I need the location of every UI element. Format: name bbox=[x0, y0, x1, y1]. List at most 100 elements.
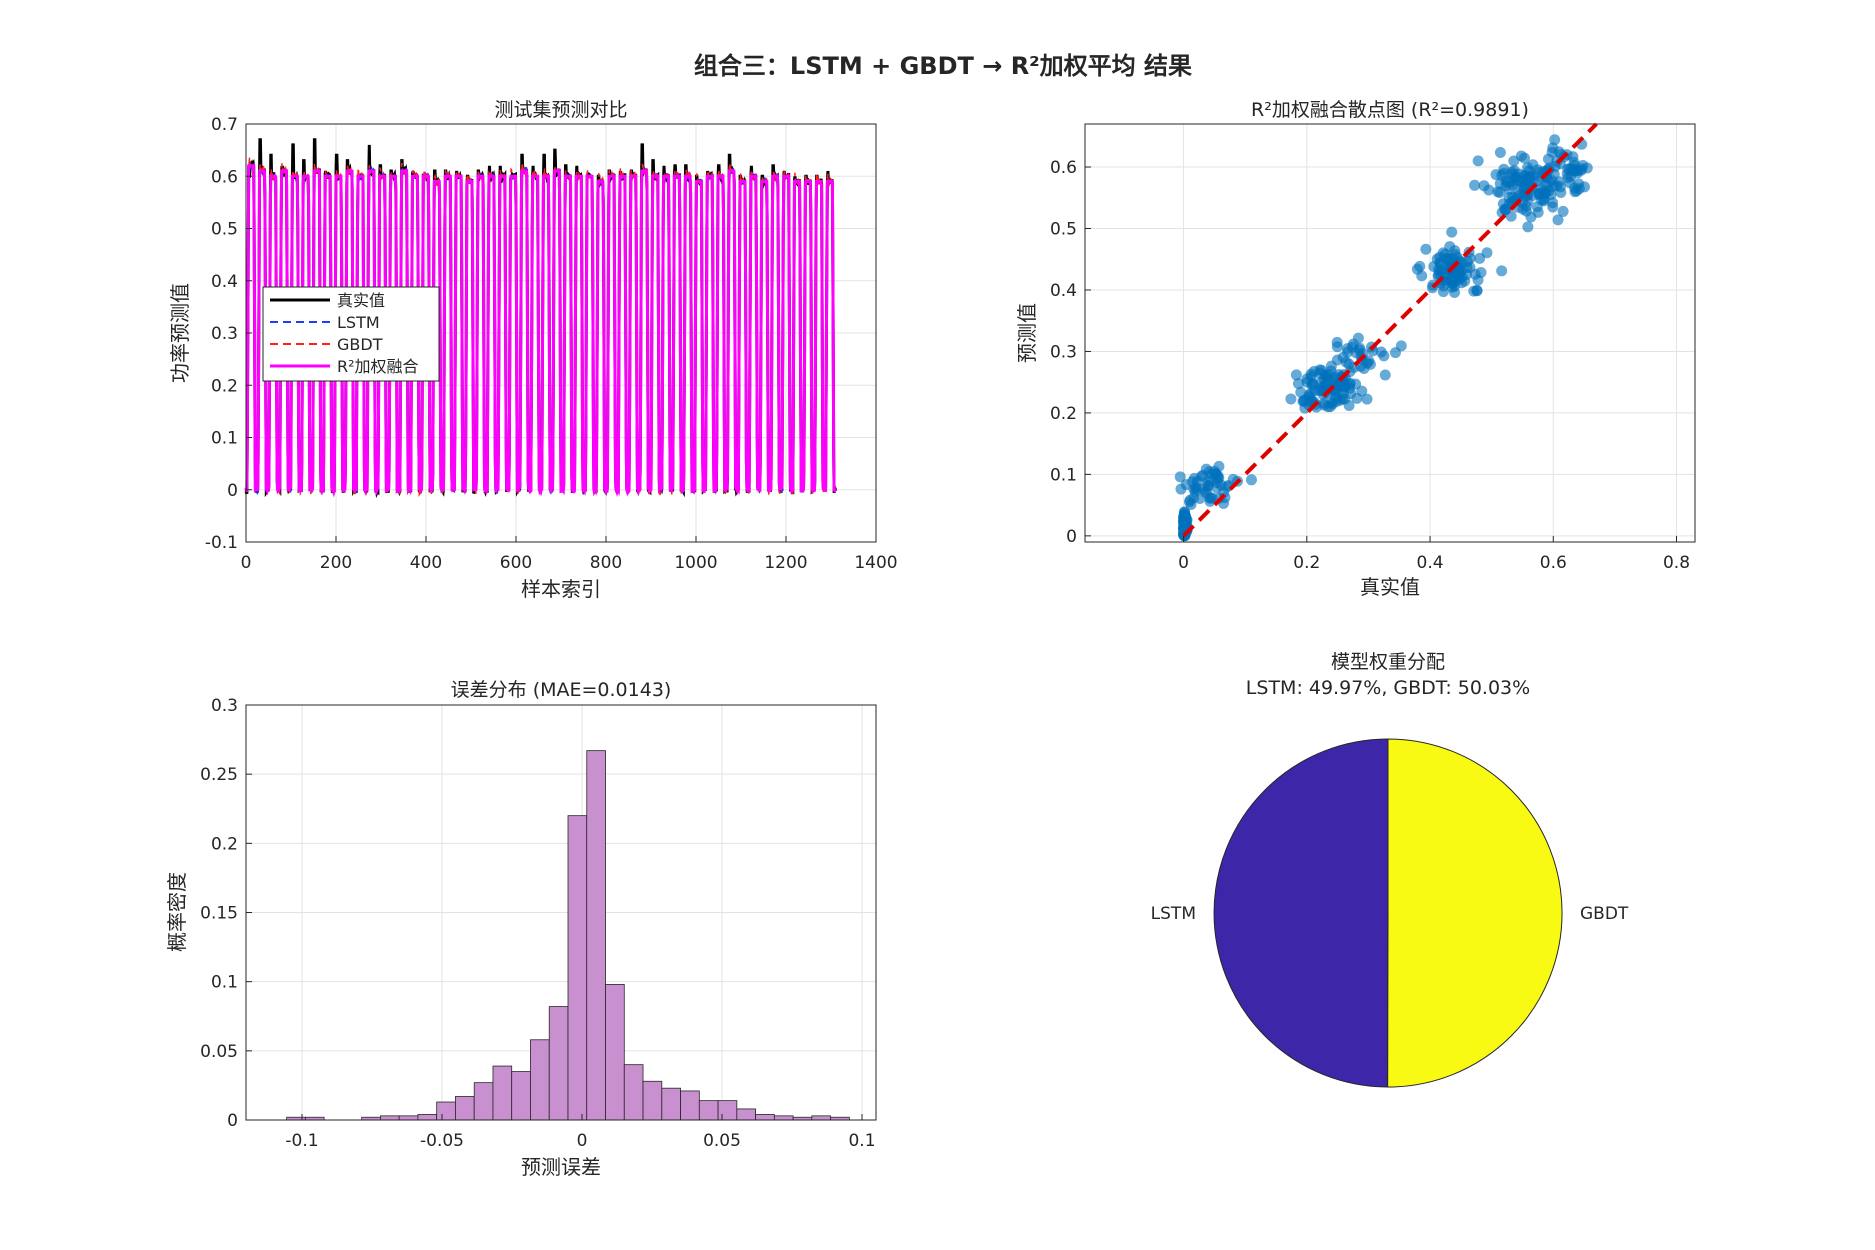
scatter-point bbox=[1533, 167, 1545, 179]
p3-xtick-label: 0.1 bbox=[848, 1131, 875, 1151]
histogram-bar bbox=[586, 750, 606, 1121]
scatter-point bbox=[1343, 378, 1355, 390]
scatter-point bbox=[1174, 471, 1186, 483]
histogram-bar bbox=[661, 1087, 681, 1121]
p1-ytick-label: 0.7 bbox=[211, 115, 238, 135]
p1-ytick-label: 0.5 bbox=[211, 220, 238, 240]
p1-ytick-label: 0.4 bbox=[211, 272, 238, 292]
scatter-point bbox=[1496, 265, 1508, 277]
p2-xtick-label: 0.4 bbox=[1417, 553, 1444, 573]
scatter-point bbox=[1306, 378, 1318, 390]
histogram-bar bbox=[698, 1100, 719, 1121]
p2-xtick-label: 0.6 bbox=[1540, 553, 1567, 573]
scatter-point bbox=[1297, 395, 1309, 407]
p1-xtick-label: 1000 bbox=[674, 553, 717, 573]
scatter-point bbox=[1446, 226, 1458, 238]
scatter-point bbox=[1531, 201, 1543, 213]
p3-xtick-label: 0.05 bbox=[703, 1131, 741, 1151]
histogram-bar bbox=[567, 815, 588, 1121]
p2-ytick-label: 0.6 bbox=[1050, 158, 1077, 178]
panel-fusion-scatter: 0 0.2 0.4 0.6 0.8 0 0.1 0.2 0.3 0.4 0.5 0.6 R²加权融合散… bbox=[1015, 99, 1696, 599]
p1-title: 测试集预测对比 bbox=[494, 99, 627, 121]
scatter-point bbox=[1345, 387, 1357, 399]
pie-slice-gbdt bbox=[1387, 738, 1563, 1088]
scatter-point bbox=[1378, 350, 1390, 362]
p3-ticks: -0.1 -0.05 0 0.05 0.1 0 0.05 0.1 0.15 0.2 0.25 0.3 bbox=[200, 696, 875, 1151]
p3-xtick-label: -0.1 bbox=[285, 1131, 318, 1151]
scatter-point bbox=[1329, 371, 1341, 383]
p1-xlabel: 样本索引 bbox=[521, 577, 601, 601]
p2-ylabel: 预测值 bbox=[1015, 303, 1039, 363]
p2-points bbox=[1174, 134, 1593, 542]
p1-legend[interactable]: 真实值 LSTM GBDT R²加权融合 bbox=[262, 286, 440, 382]
scatter-point bbox=[1343, 400, 1355, 412]
p2-xlabel: 真实值 bbox=[1360, 575, 1420, 599]
p1-xtick-label: 800 bbox=[590, 553, 622, 573]
p1-xtick-label: 0 bbox=[241, 553, 252, 573]
scatter-point bbox=[1546, 146, 1558, 158]
p1-ticks: 0 200 400 600 800 1000 1200 1400-0.100.10.20.30… bbox=[205, 115, 898, 573]
scatter-point bbox=[1411, 263, 1423, 275]
histogram-bar bbox=[811, 1115, 832, 1121]
p1-ytick-label: 0.3 bbox=[211, 324, 238, 344]
scatter-point bbox=[1568, 160, 1580, 172]
scatter-point bbox=[1494, 178, 1506, 190]
histogram-bar bbox=[511, 1071, 531, 1121]
scatter-point bbox=[1361, 357, 1373, 369]
histogram-bar bbox=[548, 1006, 569, 1121]
scatter-point bbox=[1469, 179, 1481, 191]
legend-label-fused: R²加权融合 bbox=[337, 357, 419, 376]
p2-axes-box bbox=[1084, 123, 1696, 543]
histogram-bar bbox=[379, 1115, 400, 1121]
pie-slice-lstm bbox=[1213, 738, 1389, 1088]
p4-subtitle: LSTM: 49.97%, GBDT: 50.03% bbox=[1246, 677, 1530, 699]
scatter-point bbox=[1361, 393, 1373, 405]
pie-label-gbdt: GBDT bbox=[1580, 904, 1629, 924]
scatter-point bbox=[1204, 495, 1216, 507]
p2-ytick-label: 0.1 bbox=[1050, 465, 1077, 485]
histogram-bar bbox=[473, 1082, 494, 1121]
scatter-point bbox=[1494, 146, 1506, 158]
scatter-point bbox=[1181, 514, 1193, 526]
scatter-point bbox=[1347, 338, 1359, 350]
p3-xtick-label: -0.05 bbox=[420, 1131, 464, 1151]
p3-ytick-label: 0.3 bbox=[211, 696, 238, 716]
p3-ylabel: 概率密度 bbox=[165, 872, 189, 952]
panel-error-histogram: -0.1 -0.05 0 0.05 0.100.050.10.150.20.250.3 … bbox=[165, 679, 877, 1179]
p3-ytick-label: 0.05 bbox=[200, 1042, 238, 1062]
histogram-bar bbox=[605, 984, 625, 1121]
p3-ytick-label: 0.15 bbox=[200, 904, 238, 924]
p3-xtick-label: 0 bbox=[577, 1131, 588, 1151]
p2-xtick-label: 0.2 bbox=[1293, 553, 1320, 573]
scatter-point bbox=[1290, 369, 1302, 381]
scatter-point bbox=[1190, 481, 1202, 493]
panel-weight-pie: 模型权重分配 LSTM: 49.97%, GBDT: 50.03% LSTM GB… bbox=[1151, 651, 1629, 1088]
p2-title: R²加权融合散点图 (R²=0.9891) bbox=[1251, 99, 1529, 121]
p1-ylabel: 功率预测值 bbox=[168, 283, 192, 383]
p3-title: 误差分布 (MAE=0.0143) bbox=[451, 679, 672, 701]
scatter-point bbox=[1522, 221, 1534, 233]
scatter-point bbox=[1449, 286, 1461, 298]
scatter-point bbox=[1573, 183, 1585, 195]
scatter-point bbox=[1327, 398, 1339, 410]
p1-xtick-label: 600 bbox=[500, 553, 532, 573]
pie-label-lstm: LSTM bbox=[1151, 904, 1196, 924]
p2-reference-line bbox=[1182, 122, 1598, 538]
scatter-point bbox=[1292, 378, 1304, 390]
histogram-bar bbox=[417, 1114, 438, 1121]
histogram-bar bbox=[492, 1065, 513, 1121]
scatter-point bbox=[1520, 200, 1532, 212]
p3-bars bbox=[286, 750, 850, 1121]
scatter-point bbox=[1319, 369, 1331, 381]
scatter-point bbox=[1335, 379, 1347, 391]
p1-ytick-label: 0 bbox=[227, 481, 238, 501]
scatter-point bbox=[1395, 340, 1407, 352]
scatter-point bbox=[1461, 268, 1473, 280]
legend-label-true: 真实值 bbox=[337, 291, 385, 310]
p4-slices: LSTM GBDT bbox=[1151, 738, 1629, 1088]
p2-ytick-label: 0 bbox=[1066, 527, 1077, 547]
legend-label-lstm: LSTM bbox=[337, 313, 380, 332]
histogram-bar bbox=[530, 1039, 550, 1121]
p1-ytick-label: 0.2 bbox=[211, 376, 238, 396]
